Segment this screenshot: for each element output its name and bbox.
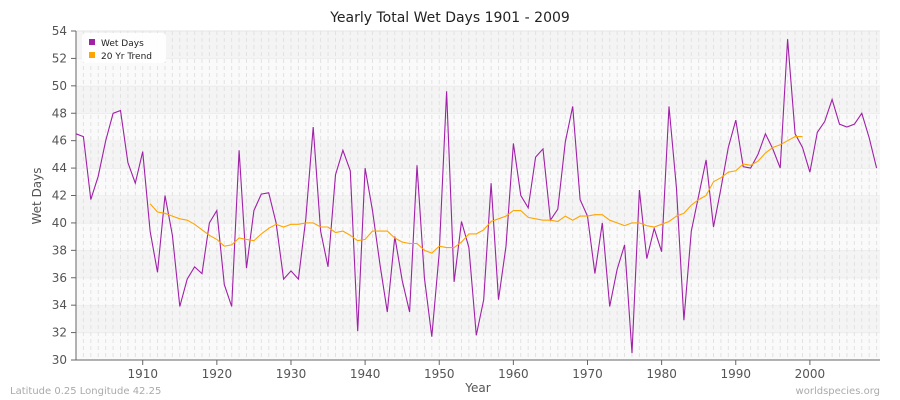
y-tick-label: 30 [52,353,67,367]
legend: Wet Days 20 Yr Trend [82,33,166,63]
y-tick-label: 40 [52,216,67,230]
legend-label-wet-days: Wet Days [101,39,144,49]
x-tick-label: 1940 [350,367,381,381]
grid-band [76,195,880,223]
grid-band [76,250,880,278]
footer-source: worldspecies.org [796,386,880,397]
x-tick-label: 1970 [572,367,603,381]
legend-label-trend: 20 Yr Trend [101,52,152,62]
x-tick-label: 1930 [276,367,307,381]
grid-band [76,140,880,169]
y-tick-label: 50 [52,79,67,93]
x-tick-label: 1980 [646,367,677,381]
grid-band [76,222,880,251]
y-tick-label: 46 [52,134,67,148]
series-line-20yr-trend [149,136,803,254]
y-tick-label: 54 [52,24,67,38]
x-tick-label: 1960 [498,367,529,381]
series-line-wet-days [75,39,878,354]
grid-band [76,332,880,360]
legend-swatch-trend [89,52,95,58]
x-tick-label: 2000 [795,367,826,381]
x-tick-label: 1920 [202,367,233,381]
x-axis-label: Year [464,381,490,395]
y-tick-label: 38 [52,243,67,257]
grid-band [76,85,880,114]
y-tick-label: 48 [52,106,67,120]
y-tick-label: 52 [52,51,67,65]
y-tick-label: 34 [52,298,67,312]
y-axis-label: Wet Days [30,167,44,224]
y-tick-label: 32 [52,326,67,340]
chart-title: Yearly Total Wet Days 1901 - 2009 [329,10,570,26]
y-tick-label: 36 [52,271,67,285]
y-tick-label: 42 [52,189,67,203]
grid-band [76,31,880,59]
grid-band [76,277,880,306]
x-tick-label: 1950 [424,367,455,381]
x-tick-label: 1990 [720,367,751,381]
x-tick-label: 1910 [127,367,158,381]
grid-band [76,168,880,196]
footer-coordinates: Latitude 0.25 Longitude 42.25 [10,386,161,397]
y-tick-label: 44 [52,161,67,175]
grid-band [76,113,880,141]
grid-band [76,58,880,86]
legend-swatch-wet-days [89,39,95,45]
